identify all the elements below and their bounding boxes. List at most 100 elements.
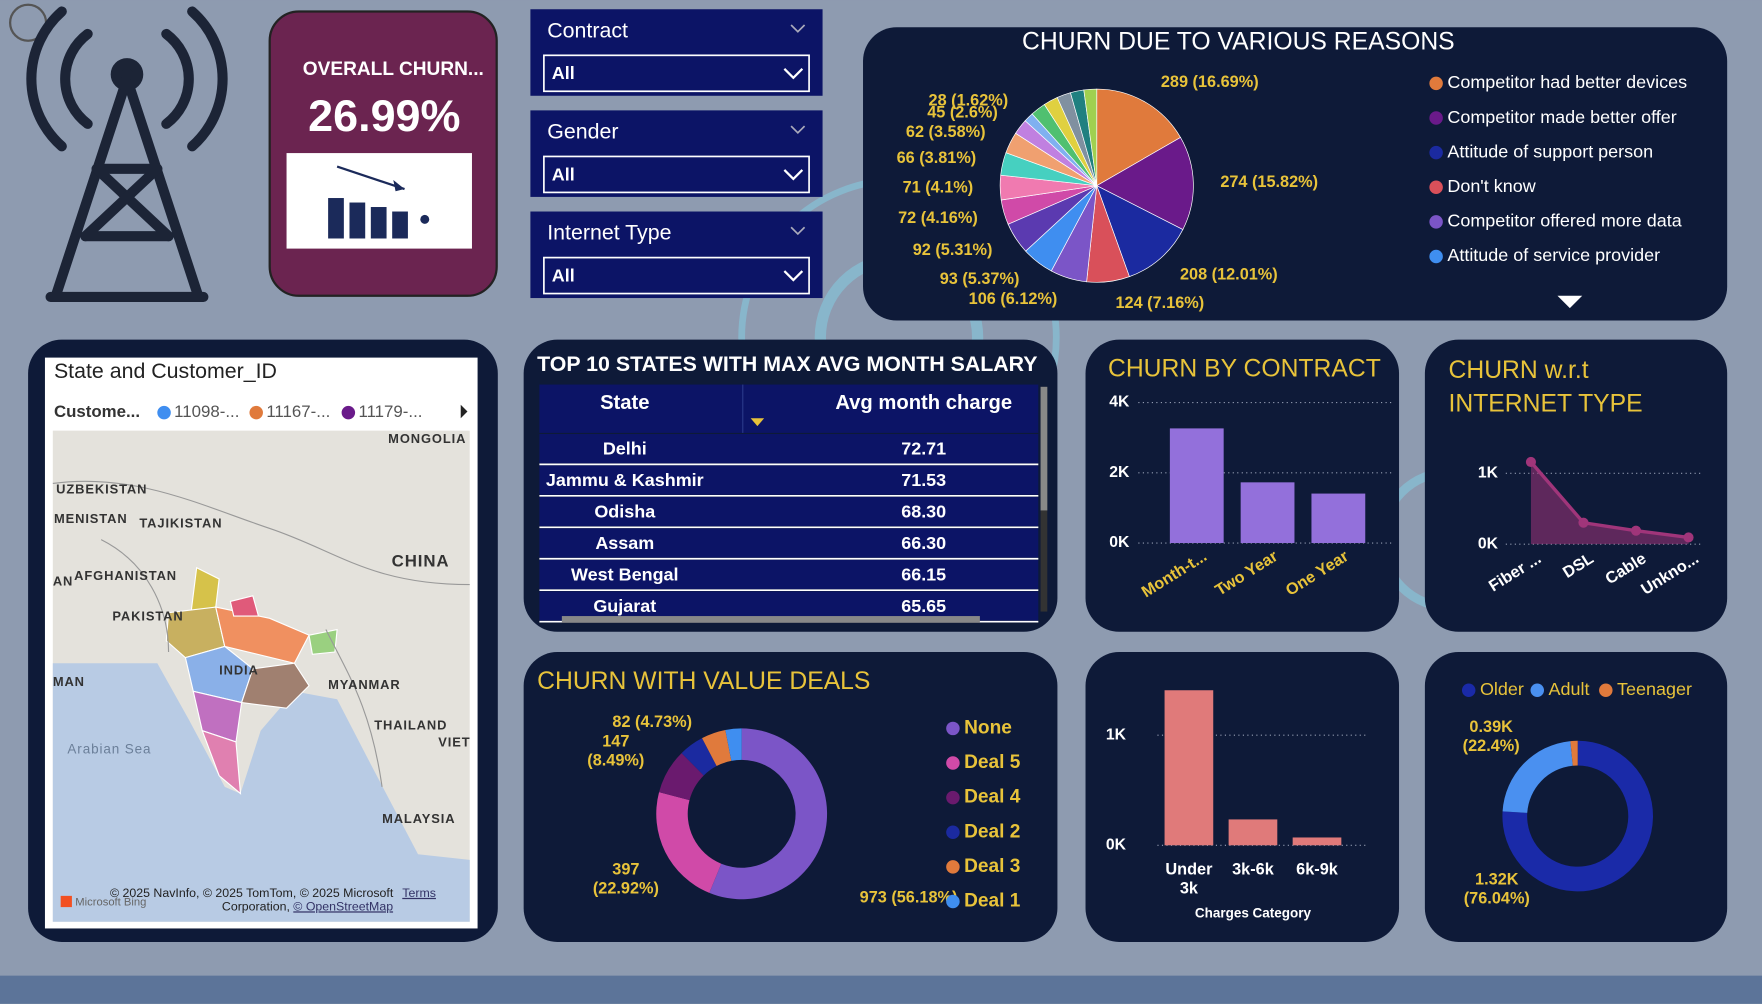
map-osm[interactable]: © OpenStreetMap <box>293 899 393 913</box>
filter-collapse[interactable] <box>790 226 806 236</box>
y-tick-label: 1K <box>1106 726 1127 743</box>
x-tick-label-box: 6k-9k <box>1296 861 1338 879</box>
table-row <box>539 496 1039 527</box>
legend-label: None <box>964 717 1012 738</box>
legend-dot <box>1599 683 1613 697</box>
icon-arrowhead <box>393 180 405 192</box>
data-label: 45 (2.6%) <box>927 103 998 121</box>
legend-label: Deal 4 <box>964 787 1021 808</box>
map-legend-item: 11098-... <box>174 402 239 421</box>
border <box>52 480 470 586</box>
pie-slice <box>1096 184 1184 278</box>
data-label: 147 (8.49%) <box>587 732 645 770</box>
filter-collapse[interactable] <box>790 24 806 33</box>
dropdown-value: All <box>552 265 575 285</box>
table-cell: Delhi <box>603 438 647 458</box>
map-label: MAN <box>53 674 85 689</box>
panel <box>1424 339 1728 632</box>
dropdown[interactable] <box>543 155 810 194</box>
legend-label: Deal 1 <box>964 891 1021 912</box>
scrollbar[interactable] <box>1040 386 1048 511</box>
icon-person <box>420 214 430 224</box>
legend-more[interactable] <box>1557 295 1583 309</box>
table-cell: 68.30 <box>901 501 946 521</box>
map-title: State and Customer_ID <box>54 359 277 383</box>
bar <box>1164 690 1214 846</box>
legend-dot <box>1429 215 1443 229</box>
data-label: 124 (7.16%) <box>1115 294 1204 312</box>
legend-dot <box>1429 180 1443 194</box>
data-label: 71 (4.1%) <box>903 178 974 196</box>
map-terms[interactable]: Terms <box>402 886 436 900</box>
map-label: INDIA <box>219 663 259 678</box>
brace <box>80 163 163 242</box>
panel <box>1085 652 1400 942</box>
legend-dot <box>1429 145 1443 160</box>
dropdown-value: All <box>552 63 575 83</box>
panel <box>523 652 1058 942</box>
map-label: Arabian Sea <box>67 741 151 756</box>
legend-label: Competitor offered more data <box>1447 211 1681 231</box>
chart-title: CHURN DUE TO VARIOUS REASONS <box>1022 28 1455 55</box>
donut-slice <box>709 728 828 900</box>
map-label: PAKISTAN <box>112 609 183 624</box>
legend-next[interactable] <box>460 404 468 419</box>
kpi-icon <box>328 165 430 239</box>
table-row <box>539 434 1039 464</box>
icon-bar <box>392 211 408 239</box>
map-sea <box>52 663 470 922</box>
x-tick-label-box: Under 3k <box>1165 861 1212 898</box>
filter-label: Internet Type <box>547 221 671 245</box>
pie-slice <box>1096 136 1194 231</box>
donut-slice <box>659 753 704 801</box>
data-label: 289 (16.69%) <box>1161 73 1259 91</box>
data-label: 28 (1.62%) <box>929 92 1009 110</box>
data-label: 973 (56.18%) <box>860 888 958 906</box>
map-label: TAJIKISTAN <box>139 515 222 530</box>
donut-slice <box>1502 740 1653 892</box>
brace <box>91 163 174 242</box>
map-legend-title: Custome... <box>54 402 140 421</box>
h-scrollbar[interactable] <box>561 616 980 623</box>
legend-label: Deal 2 <box>964 821 1020 842</box>
tower-icon <box>26 6 228 302</box>
data-label: 1.32K (76.04%) <box>1463 871 1530 908</box>
chart-title: CHURN WITH VALUE DEALS <box>537 668 870 695</box>
state <box>229 595 260 617</box>
legend-label: Attitude of service provider <box>1447 245 1660 265</box>
data-label: 66 (3.81%) <box>897 149 977 167</box>
x-tick-label: 3k-6k <box>1232 861 1274 880</box>
data-label-box: 147 (8.49%) <box>587 732 645 770</box>
map-legend-dot <box>157 405 171 420</box>
filter-label: Contract <box>547 18 628 42</box>
map-label: MONGOLIA <box>388 431 466 446</box>
x-tick-label-box: 3k-6k <box>1232 861 1274 880</box>
table-cell: 72.71 <box>901 438 946 458</box>
legend-dot <box>946 756 960 770</box>
map-attribution: © 2025 NavInfo, © 2025 TomTom, © 2025 Mi… <box>110 886 394 900</box>
dropdown[interactable] <box>543 54 810 93</box>
table-cell: Assam <box>595 533 654 553</box>
filter-collapse[interactable] <box>790 125 806 135</box>
icon-bar <box>328 198 344 239</box>
data-label: 106 (6.12%) <box>969 290 1058 308</box>
data-label: 274 (15.82%) <box>1220 173 1318 191</box>
data-label: 82 (4.73%) <box>612 713 692 731</box>
data-label: 397 (22.92%) <box>592 861 659 898</box>
bar <box>1169 428 1224 544</box>
y-tick-label: 0K <box>1106 836 1127 853</box>
data-label: 0.39K (22.4%) <box>1462 718 1520 756</box>
bar <box>1228 819 1278 846</box>
sort-indicator[interactable] <box>750 418 765 427</box>
dropdown[interactable] <box>543 256 810 295</box>
map-label: UZBEKISTAN <box>56 482 147 497</box>
chart-title-box: CHURN w.r.t INTERNET TYPE <box>1448 355 1642 417</box>
y-tick-label: 4K <box>1109 394 1130 411</box>
donut-slice <box>656 792 722 893</box>
legend-dot <box>946 894 960 909</box>
legend-dot <box>946 790 960 805</box>
table-cell: 66.15 <box>901 564 946 584</box>
icon-bar <box>349 202 366 239</box>
leg <box>51 73 133 300</box>
